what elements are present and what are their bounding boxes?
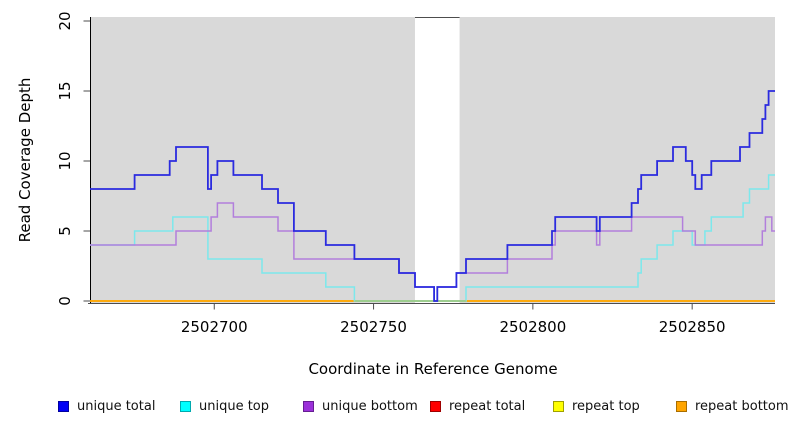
legend-swatch-icon — [430, 400, 441, 412]
series-unique-top — [90, 174, 775, 302]
x-tick-label: 2502800 — [499, 318, 566, 336]
legend-label: repeat bottom — [695, 398, 789, 414]
legend-swatch-icon — [676, 400, 687, 412]
y-tick-label: 5 — [56, 226, 74, 236]
y-axis-title: Read Coverage Depth — [16, 78, 34, 243]
plot-background — [90, 17, 775, 303]
x-tick-label: 2502750 — [340, 318, 407, 336]
legend-item-repeat-bottom: repeat bottom — [676, 398, 789, 414]
legend-label: repeat top — [572, 398, 640, 414]
y-tick-label: 0 — [56, 296, 74, 306]
legend-swatch-icon — [180, 400, 191, 412]
series-lines — [90, 90, 775, 302]
legend-item-repeat-top: repeat top — [553, 398, 640, 414]
series-unique-total — [90, 90, 775, 302]
legend-swatch-icon — [303, 400, 314, 412]
x-axis-title: Coordinate in Reference Genome — [308, 360, 557, 378]
legend-label: repeat total — [449, 398, 526, 414]
legend: unique total unique top unique bottom repea… — [0, 398, 792, 418]
legend-label: unique total — [77, 398, 156, 414]
x-tick-label: 2502850 — [659, 318, 726, 336]
x-tick-label: 2502700 — [181, 318, 248, 336]
y-tick-label: 20 — [56, 11, 74, 30]
legend-item-unique-bottom: unique bottom — [303, 398, 418, 414]
series-unique-bottom — [90, 202, 775, 302]
axes: 2502700 2502750 2502800 2502850 0 5 10 15 20 — [56, 11, 775, 336]
legend-item-unique-top: unique top — [180, 398, 269, 414]
plot-panel-left — [90, 17, 415, 303]
legend-swatch-icon — [58, 400, 69, 412]
y-tick-label: 10 — [56, 151, 74, 170]
legend-label: unique bottom — [322, 398, 418, 414]
legend-label: unique top — [199, 398, 270, 414]
legend-item-repeat-total: repeat total — [430, 398, 525, 414]
plot-panel-right — [459, 17, 775, 303]
legend-swatch-icon — [553, 400, 564, 412]
y-tick-label: 15 — [56, 81, 74, 100]
legend-item-unique-total: unique total — [58, 398, 155, 414]
